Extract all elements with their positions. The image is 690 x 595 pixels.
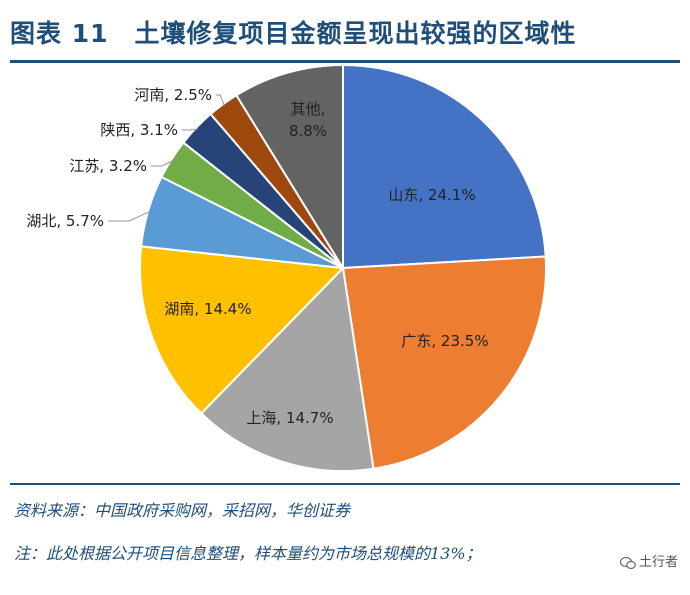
leader-line: [108, 210, 151, 222]
leader-line: [216, 94, 225, 106]
slice-label: 河南, 2.5%: [134, 86, 212, 104]
slice-label: 广东, 23.5%: [401, 332, 488, 350]
wechat-icon: [619, 556, 636, 569]
header-rule: [10, 60, 680, 63]
watermark-text: 土行者: [638, 555, 678, 570]
slice-label: 江苏, 3.2%: [69, 157, 147, 175]
pie-chart: 山东, 24.1% 广东, 23.5% 上海, 14.7% 湖南, 14.4% 湖北, …: [26, 64, 548, 472]
leader-line: [182, 128, 198, 131]
pie-slice: [235, 64, 344, 272]
slice-label: 陕西, 3.1%: [100, 121, 178, 139]
slice-label: 山东, 24.1%: [388, 186, 475, 204]
figure-header: 图表 11 土壤修复项目金额呈现出较强的区域性: [0, 0, 690, 63]
source-note: 资料来源：中国政府采购网，采招网，华创证券: [14, 501, 351, 520]
watermark: 土行者: [619, 551, 678, 570]
pie-slice: [341, 255, 548, 470]
slice-labels: 山东, 24.1% 广东, 23.5% 上海, 14.7% 湖南, 14.4% 湖北, …: [26, 86, 488, 427]
pie-slices: [139, 64, 548, 472]
slice-label: 湖南, 14.4%: [164, 300, 251, 318]
figure-title: 图表 11 土壤修复项目金额呈现出较强的区域性: [10, 19, 577, 48]
footnote: 注：此处根据公开项目信息整理，样本量约为市场总规模的13%；: [14, 544, 482, 563]
pie-slice: [139, 245, 346, 415]
leader-line: [151, 159, 174, 167]
pie-slice: [342, 64, 547, 270]
pie-slice: [199, 265, 375, 472]
slice-label: 其他, 8.8%: [289, 100, 327, 140]
slice-label: 上海, 14.7%: [246, 409, 333, 427]
slice-label: 湖北, 5.7%: [26, 212, 104, 230]
leader-lines: [108, 94, 225, 222]
footer-rule: [10, 483, 680, 485]
